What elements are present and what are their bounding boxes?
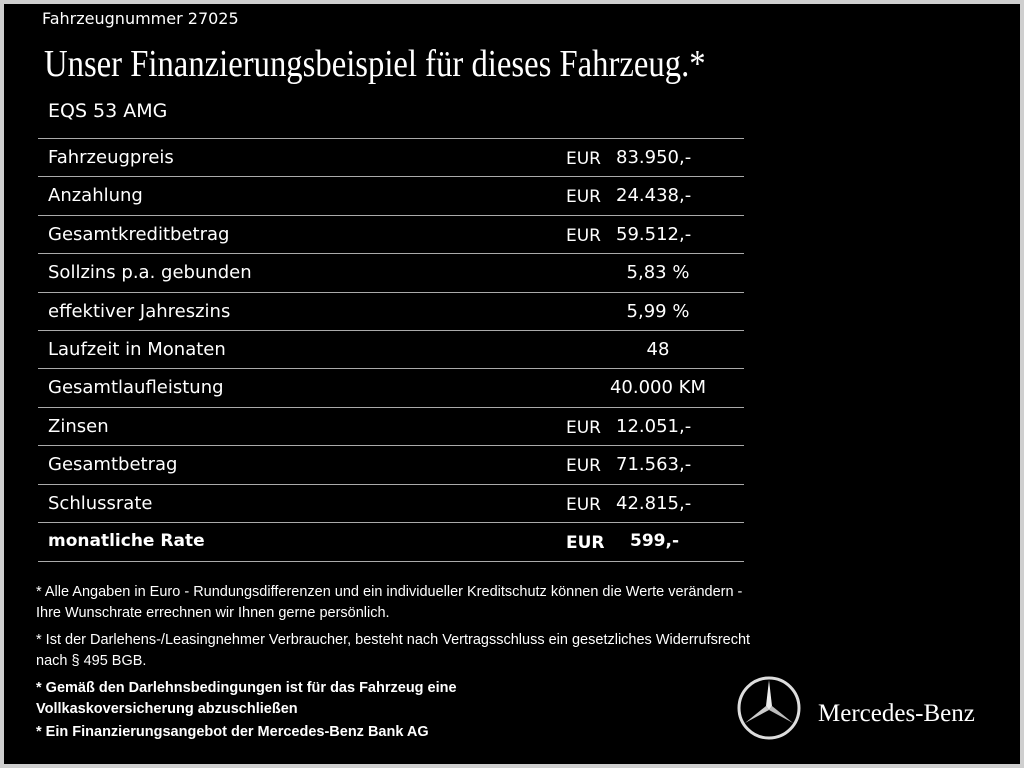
currency: EUR bbox=[566, 187, 601, 208]
row-label: monatliche Rate bbox=[48, 531, 205, 551]
table-row: Sollzins p.a. gebunden 5,83 % bbox=[38, 253, 744, 292]
currency: EUR bbox=[566, 149, 601, 169]
row-label: Gesamtbetrag bbox=[48, 454, 178, 476]
row-label: Sollzins p.a. gebunden bbox=[48, 262, 252, 284]
table-row: Gesamtbetrag EUR 71.563,- bbox=[38, 445, 744, 484]
amount: 5,99 % bbox=[626, 300, 690, 322]
amount: 40.000 KM bbox=[609, 377, 707, 399]
table-row: Fahrzeugpreis EUR 83.950,- bbox=[38, 138, 744, 177]
table-row: effektiver Jahreszins 5,99 % bbox=[38, 291, 744, 331]
currency: EUR bbox=[566, 225, 601, 246]
amount: 48 bbox=[646, 339, 670, 360]
amount: 83.950,- bbox=[616, 147, 692, 168]
currency: EUR bbox=[566, 533, 605, 553]
table-row: Zinsen EUR 12.051,- bbox=[38, 406, 744, 446]
table-row: Gesamtkreditbetrag EUR 59.512,- bbox=[38, 214, 744, 254]
row-label: Schlussrate bbox=[48, 492, 153, 514]
row-label: Gesamtlaufleistung bbox=[48, 377, 224, 399]
title: Unser Finanzierungsbeispiel für dieses F… bbox=[44, 43, 706, 85]
amount: 12.051,- bbox=[616, 415, 692, 437]
currency: EUR bbox=[566, 456, 601, 477]
row-label: Laufzeit in Monaten bbox=[48, 339, 226, 360]
currency: EUR bbox=[566, 494, 601, 515]
amount: 5,83 % bbox=[626, 262, 690, 284]
footnote: * Ist der Darlehens-/Leasingnehmer Verbr… bbox=[36, 632, 751, 669]
table-row: Gesamtlaufleistung 40.000 KM bbox=[38, 368, 744, 407]
table-row: Laufzeit in Monaten 48 bbox=[38, 330, 744, 369]
row-label: Zinsen bbox=[48, 415, 109, 437]
amount: 599,- bbox=[630, 531, 679, 551]
amount: 71.563,- bbox=[616, 454, 692, 476]
footnote: * Alle Angaben in Euro - Rundungsdiffere… bbox=[36, 584, 743, 621]
row-label: effektiver Jahreszins bbox=[48, 300, 231, 322]
row-label: Anzahlung bbox=[48, 185, 143, 207]
amount: 59.512,- bbox=[616, 223, 692, 245]
model: EQS 53 AMG bbox=[48, 100, 168, 122]
amount: 24.438,- bbox=[616, 185, 692, 207]
vehicle-number: Fahrzeugnummer 27025 bbox=[42, 9, 239, 28]
footnote: * Gemäß den Darlehnsbedingungen ist für … bbox=[36, 680, 457, 717]
amount: 42.815,- bbox=[616, 492, 692, 514]
table-row: Anzahlung EUR 24.438,- bbox=[38, 176, 744, 215]
currency: EUR bbox=[566, 417, 601, 438]
offer-panel: Fahrzeugnummer 27025 Unser Finanzierungs… bbox=[4, 4, 1020, 764]
table-row: Schlussrate EUR 42.815,- bbox=[38, 483, 744, 523]
brand-name: Mercedes-Benz bbox=[818, 700, 975, 727]
footnote: * Ein Finanzierungsangebot der Mercedes-… bbox=[36, 724, 429, 740]
row-label: Gesamtkreditbetrag bbox=[48, 223, 230, 245]
star-logo bbox=[737, 676, 801, 740]
table-row: monatliche Rate EUR 599,- bbox=[38, 522, 744, 562]
row-label: Fahrzeugpreis bbox=[48, 147, 174, 168]
